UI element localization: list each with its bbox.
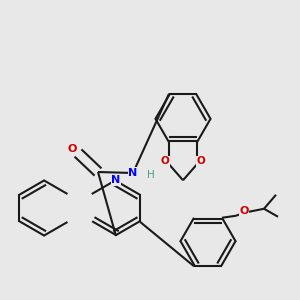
Text: O: O [239, 206, 249, 216]
Text: H: H [147, 170, 155, 180]
Text: N: N [128, 168, 138, 178]
Text: N: N [111, 175, 121, 185]
Text: O: O [160, 156, 169, 166]
Text: O: O [67, 144, 77, 154]
Text: O: O [196, 156, 206, 166]
